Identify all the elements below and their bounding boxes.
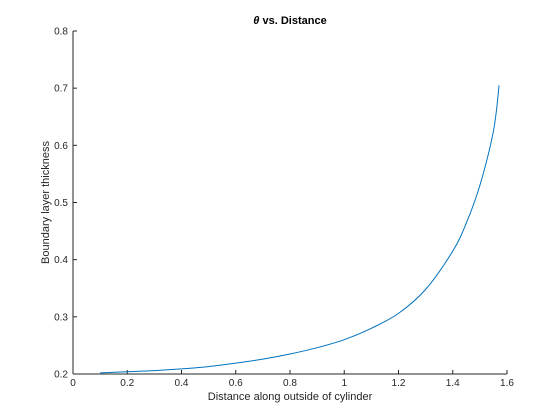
x-axis-title: Distance along outside of cylinder: [208, 391, 373, 403]
series-layer: [100, 85, 500, 374]
y-tick-label: 0.2: [54, 370, 68, 381]
x-tick-label: 0.8: [283, 378, 297, 389]
x-tick-label: 1: [341, 378, 347, 389]
y-tick-label: 0.4: [54, 255, 68, 266]
title-symbol: θ: [253, 15, 259, 27]
y-tick-label: 0.6: [54, 141, 68, 152]
chart-title: θ vs. Distance: [253, 15, 326, 27]
x-tick-label: 0.2: [120, 378, 134, 389]
y-axis-title: Boundary layer thickness: [40, 141, 52, 264]
y-tick-label: 0.3: [54, 312, 68, 323]
x-tick-label: 1.6: [500, 378, 514, 389]
y-tick-label: 0.7: [54, 84, 68, 95]
y-tick-label: 0.5: [54, 198, 68, 209]
x-tick-label: 1.4: [446, 378, 460, 389]
title-text: vs. Distance: [259, 15, 326, 27]
x-tick-label: 0: [70, 378, 76, 389]
x-tick-label: 0.6: [229, 378, 243, 389]
x-tick-label: 0.4: [175, 378, 189, 389]
x-tick-label: 1.2: [392, 378, 406, 389]
series-line-0: [100, 85, 500, 374]
y-tick-label: 0.8: [54, 27, 68, 38]
axes: [72, 31, 507, 375]
x-axis-ticks: 0 0.2 0.4 0.6 0.8 1 1.2 1.4 1.6: [70, 370, 514, 389]
y-axis-ticks: 0.2 0.3 0.4 0.5 0.6 0.7 0.8: [54, 27, 77, 381]
